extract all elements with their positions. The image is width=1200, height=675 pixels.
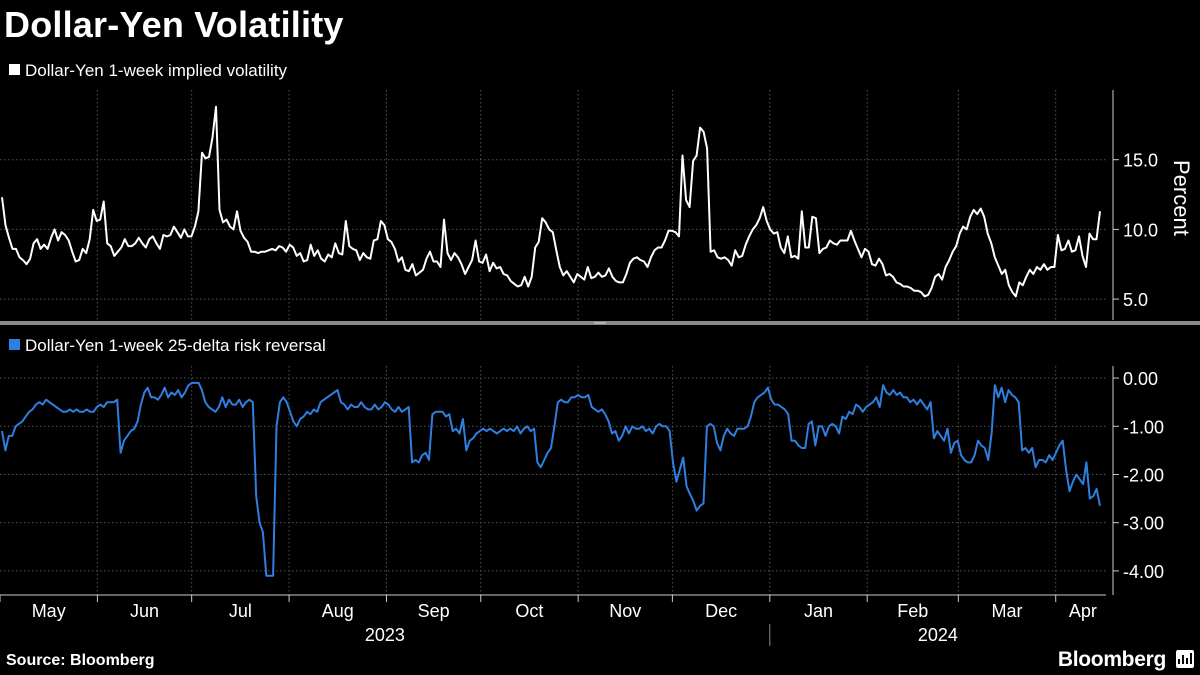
rr-y-tick-label: -4.00	[1123, 562, 1164, 582]
x-month-label: Jul	[229, 601, 252, 621]
vol-y-axis-label: Percent	[1169, 160, 1194, 236]
bloomberg-logo: Bloomberg	[1057, 648, 1166, 671]
vol-y-tick-label: 10.0	[1123, 220, 1158, 240]
bloomberg-chart-icon	[1176, 650, 1194, 668]
vol-series-line	[1, 105, 1101, 298]
x-month-label: Mar	[992, 601, 1023, 621]
source-note: Source: Bloomberg	[6, 652, 155, 669]
rr-legend-label: Dollar-Yen 1-week 25-delta risk reversal	[25, 336, 326, 355]
vol-y-tick-label: 15.0	[1123, 151, 1158, 171]
x-year-label: 2024	[918, 625, 958, 645]
rr-legend-swatch	[9, 339, 20, 350]
x-month-label: Dec	[705, 601, 737, 621]
x-year-label: 2023	[365, 625, 405, 645]
rr-y-tick-label: -2.00	[1123, 465, 1164, 485]
x-month-label: Jan	[804, 601, 833, 621]
chart-title: Dollar-Yen Volatility	[4, 4, 344, 45]
rr-y-tick-label: 0.00	[1123, 369, 1158, 389]
x-month-label: Nov	[609, 601, 641, 621]
x-month-label: Feb	[897, 601, 928, 621]
rr-series-line	[1, 381, 1101, 577]
rr-y-tick-label: -1.00	[1123, 417, 1164, 437]
vol-y-tick-label: 5.0	[1123, 290, 1148, 310]
x-month-label: Apr	[1069, 601, 1097, 621]
x-month-label: Aug	[322, 601, 354, 621]
x-month-label: Jun	[130, 601, 159, 621]
vol-legend-swatch	[9, 64, 20, 75]
x-month-label: May	[32, 601, 66, 621]
x-month-label: Sep	[418, 601, 450, 621]
x-month-label: Oct	[515, 601, 543, 621]
rr-y-tick-label: -3.00	[1123, 514, 1164, 534]
vol-legend-label: Dollar-Yen 1-week implied volatility	[25, 61, 288, 80]
